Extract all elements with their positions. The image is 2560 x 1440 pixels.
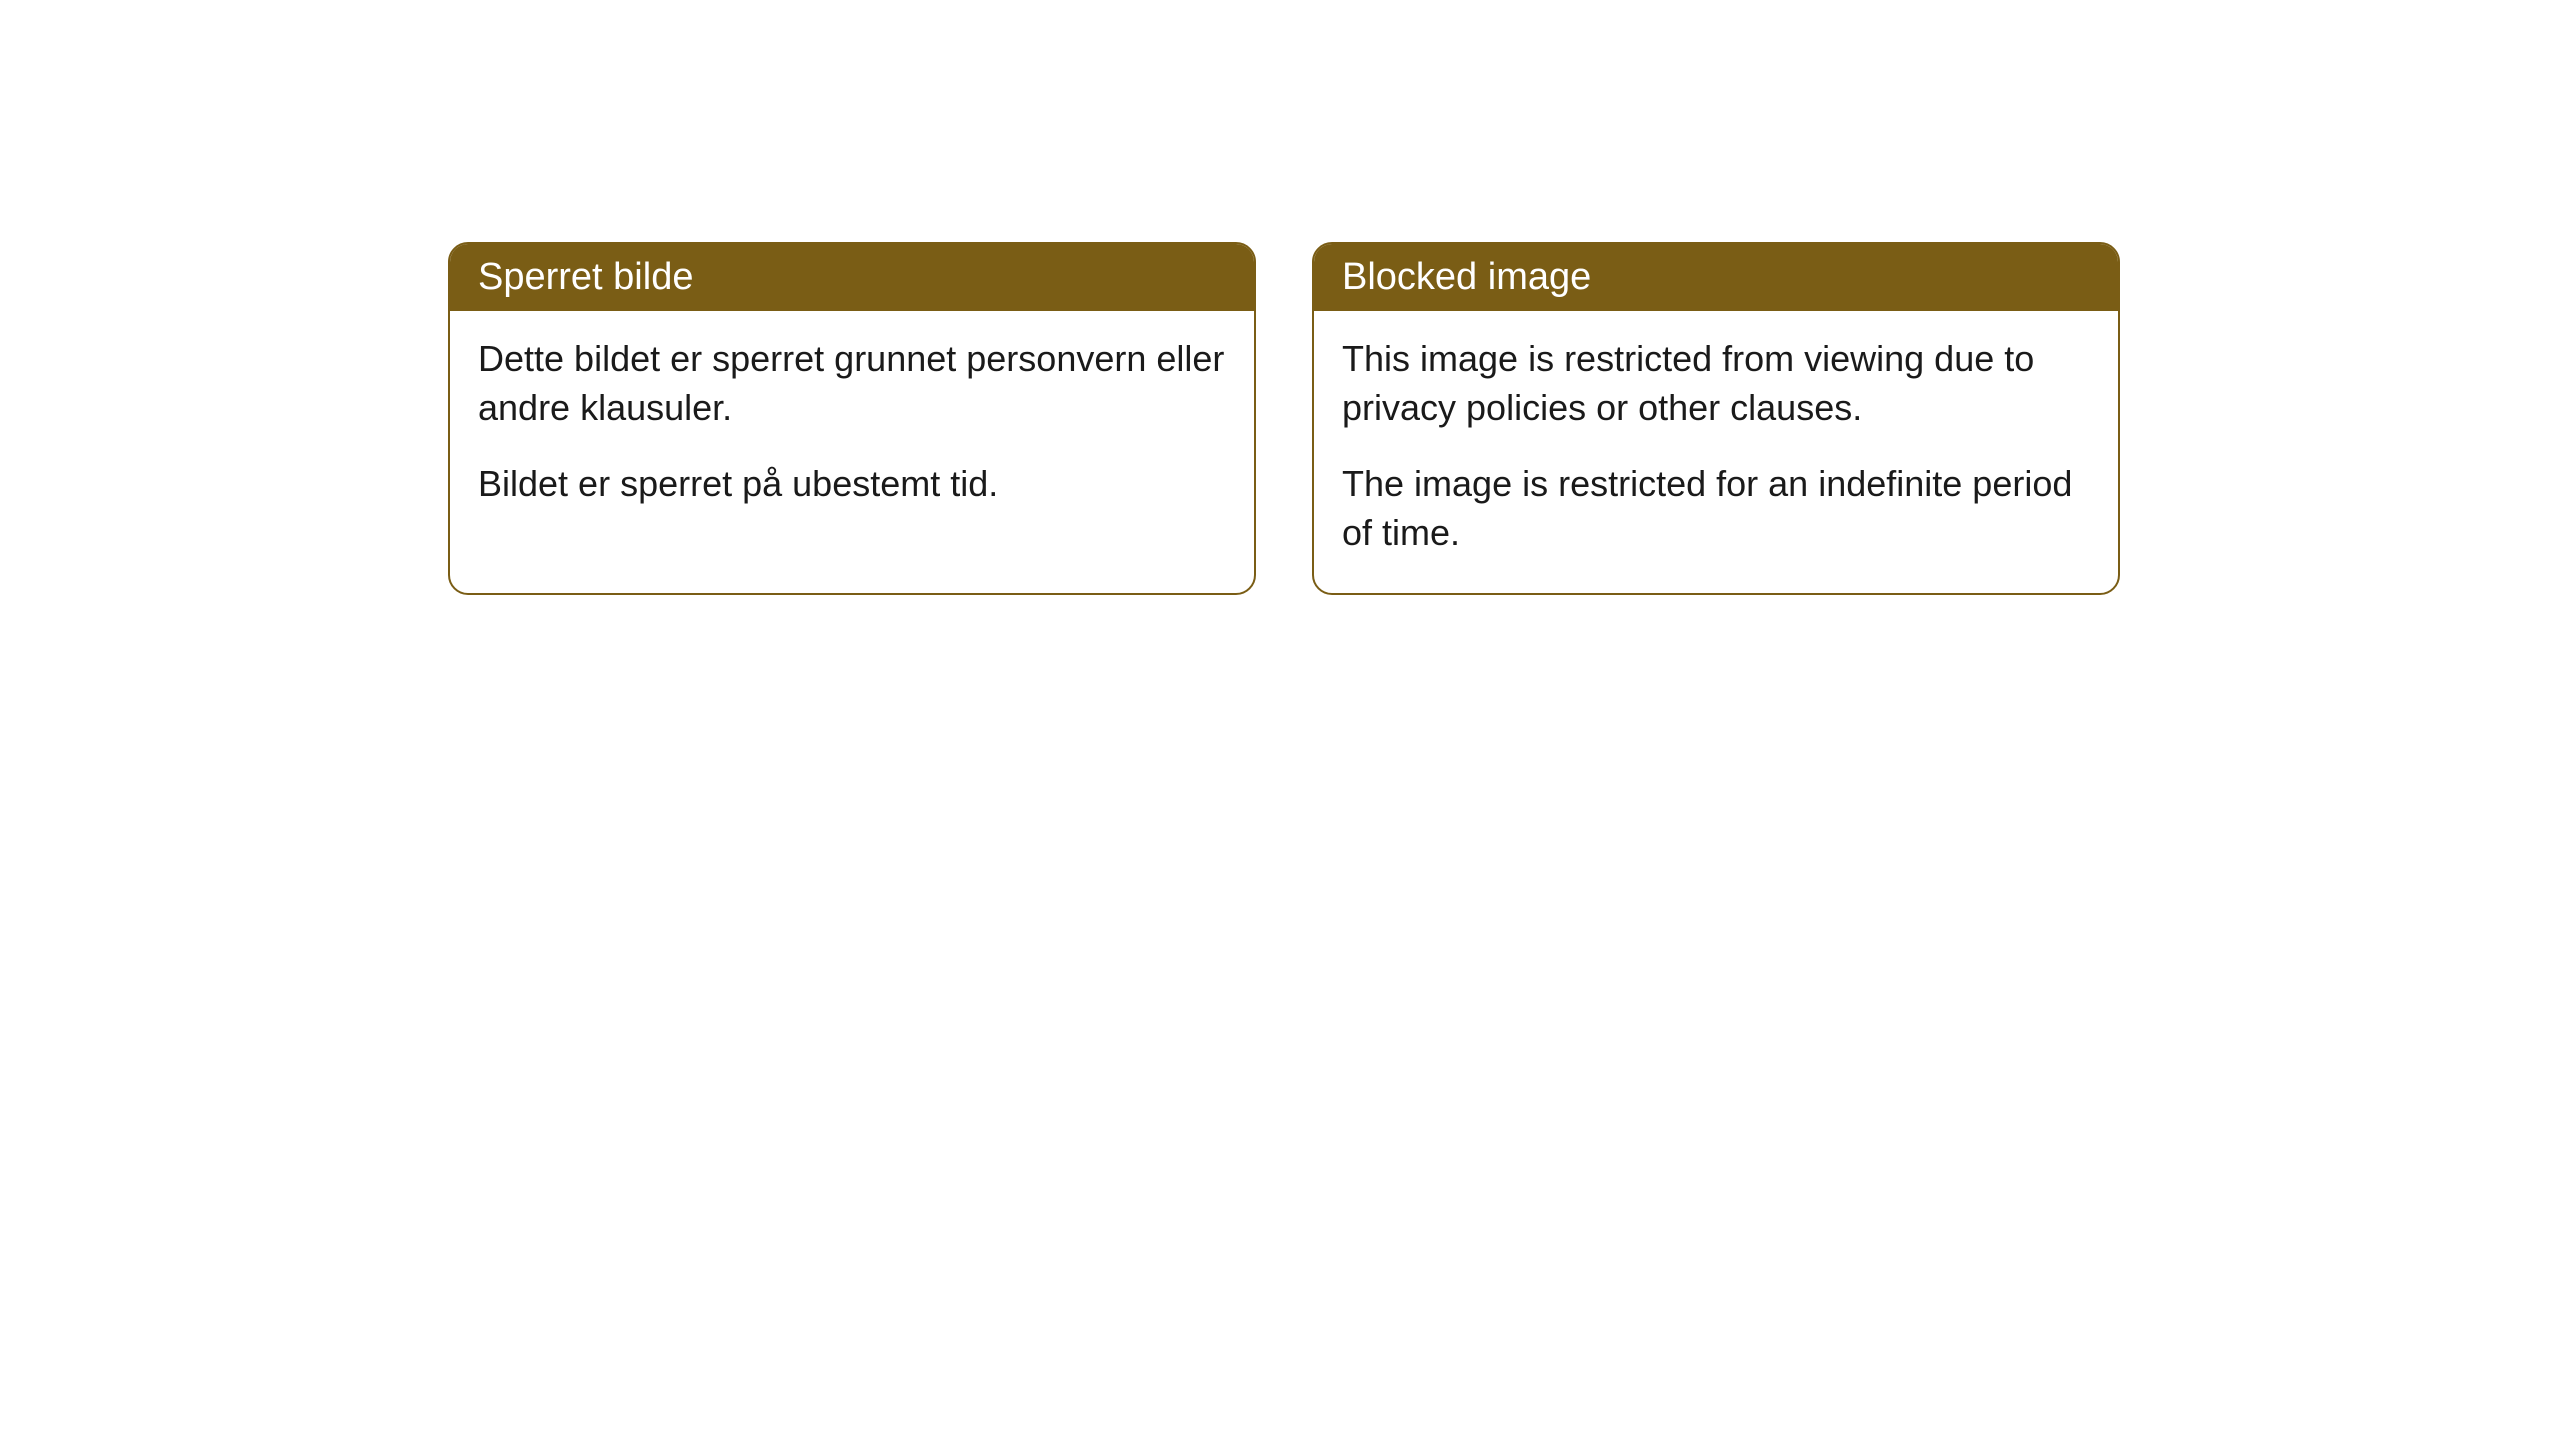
card-paragraph-2: The image is restricted for an indefinit… — [1342, 460, 2090, 557]
card-title: Sperret bilde — [478, 256, 693, 298]
card-english: Blocked image This image is restricted f… — [1312, 242, 2120, 595]
card-norwegian: Sperret bilde Dette bildet er sperret gr… — [448, 242, 1256, 595]
card-header-english: Blocked image — [1314, 244, 2118, 311]
card-header-norwegian: Sperret bilde — [450, 244, 1254, 311]
cards-container: Sperret bilde Dette bildet er sperret gr… — [448, 242, 2120, 595]
card-body-norwegian: Dette bildet er sperret grunnet personve… — [450, 311, 1254, 545]
card-paragraph-1: Dette bildet er sperret grunnet personve… — [478, 335, 1226, 432]
card-paragraph-1: This image is restricted from viewing du… — [1342, 335, 2090, 432]
card-paragraph-2: Bildet er sperret på ubestemt tid. — [478, 460, 1226, 509]
card-body-english: This image is restricted from viewing du… — [1314, 311, 2118, 593]
card-title: Blocked image — [1342, 256, 1591, 298]
